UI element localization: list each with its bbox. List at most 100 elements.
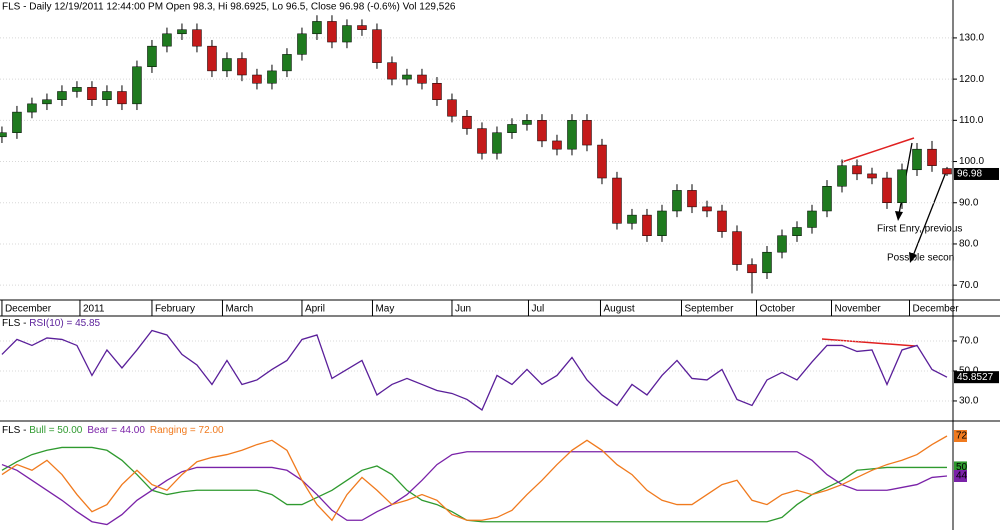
y-tick-label: 110.0 <box>959 115 984 126</box>
candle-body <box>12 111 22 133</box>
x-tick-label: October <box>759 304 795 315</box>
x-tick-label: November <box>834 304 881 315</box>
indicator-line <box>1 446 947 523</box>
rsi-line <box>1 329 948 411</box>
candle-body <box>132 66 142 105</box>
candle-body <box>192 29 202 47</box>
y-tick-label: 130.0 <box>959 33 984 44</box>
candle-body <box>417 74 427 84</box>
candle-body <box>207 45 217 72</box>
candle-body <box>717 210 727 232</box>
x-tick-label: March <box>225 304 253 315</box>
value-box <box>954 371 999 384</box>
candle-body <box>57 91 67 100</box>
x-tick-label: Jul <box>531 304 544 315</box>
candle-body <box>462 115 472 129</box>
candle-body <box>402 74 412 80</box>
arrow-head <box>909 252 917 263</box>
annotation: First Enry, previous <box>877 224 962 235</box>
candle-body <box>567 120 577 150</box>
rsi-header: FLS - RSI(10) = 45.85 <box>2 318 101 329</box>
arrow-head <box>895 211 903 221</box>
y-tick-label: 70.0 <box>959 336 979 347</box>
candle-body <box>612 177 622 224</box>
y-tick-label: 90.0 <box>959 197 979 208</box>
candle-body <box>687 190 697 208</box>
candle-body <box>822 186 832 212</box>
candle-body <box>147 45 157 68</box>
value-label: 72 <box>956 431 968 442</box>
value-box <box>954 430 967 442</box>
y-tick-label: 120.0 <box>959 74 984 85</box>
candle-body <box>792 227 802 236</box>
x-tick-label: Jun <box>455 304 471 315</box>
candle-body <box>702 206 712 212</box>
value-label: 96.98 <box>957 169 982 180</box>
candle-body <box>852 165 862 175</box>
x-tick-label: 2011 <box>83 304 105 315</box>
candle-body <box>927 148 937 166</box>
panel-title: FLS - <box>2 318 29 329</box>
candle-body <box>762 251 772 274</box>
candle-body <box>747 264 757 274</box>
x-tick-label: August <box>603 304 634 315</box>
candle-body <box>552 140 562 150</box>
indicator-line <box>1 435 948 522</box>
price-header: FLS - Daily 12/19/2011 12:44:00 PM Open … <box>2 2 456 13</box>
candle-body <box>642 214 652 236</box>
candle-body <box>387 62 397 80</box>
candle-body <box>942 168 952 175</box>
candle-body <box>27 103 37 113</box>
legend-entry: Ranging = 72.00 <box>150 425 224 436</box>
y-tick-label: 100.0 <box>959 156 984 167</box>
candle-body <box>222 58 232 72</box>
series-name: RSI(10) = 45.85 <box>29 318 100 329</box>
candle-body <box>162 33 172 47</box>
value-label: 44 <box>956 471 968 482</box>
legend-entry: Bear = 44.00 <box>87 425 145 436</box>
annotation: Possible secon <box>887 253 954 264</box>
y-tick-label: 70.0 <box>959 280 979 291</box>
candle-body <box>477 128 487 154</box>
indicator-line <box>1 451 948 526</box>
x-tick-label: September <box>684 304 734 315</box>
candle-body <box>837 165 847 187</box>
candle-body <box>252 74 262 84</box>
candle-body <box>777 235 787 253</box>
candle-body <box>432 82 442 100</box>
x-tick-label: February <box>155 304 195 315</box>
value-box <box>954 470 967 482</box>
candle-body <box>732 231 742 265</box>
x-tick-label: May <box>375 304 394 315</box>
candle-body <box>282 54 292 72</box>
value-label: 50 <box>956 462 968 473</box>
candle-body <box>627 214 637 224</box>
candle-body <box>657 210 667 236</box>
candle-body <box>912 148 922 171</box>
candle-body <box>237 58 247 76</box>
candle-body <box>447 99 457 117</box>
candle-body <box>72 87 82 92</box>
candle-body <box>342 25 352 43</box>
candle-body <box>507 124 517 133</box>
candle-body <box>672 190 682 212</box>
candle-body <box>492 132 502 154</box>
candle-body <box>267 70 277 84</box>
value-box <box>954 167 999 180</box>
trend-line <box>841 137 915 163</box>
candle-body <box>87 87 97 100</box>
x-tick-label: December <box>5 304 52 315</box>
candle-body <box>372 29 382 63</box>
candle-body <box>867 173 877 179</box>
candle-body <box>537 120 547 142</box>
candle-body <box>177 29 187 35</box>
candle-body <box>882 177 892 203</box>
candle-body <box>582 120 592 146</box>
candle-body <box>897 169 907 203</box>
x-tick-label: April <box>305 304 325 315</box>
y-tick-label: 30.0 <box>959 396 979 407</box>
arrow <box>912 171 947 257</box>
candle-body <box>597 144 607 179</box>
trend-line <box>821 338 916 347</box>
